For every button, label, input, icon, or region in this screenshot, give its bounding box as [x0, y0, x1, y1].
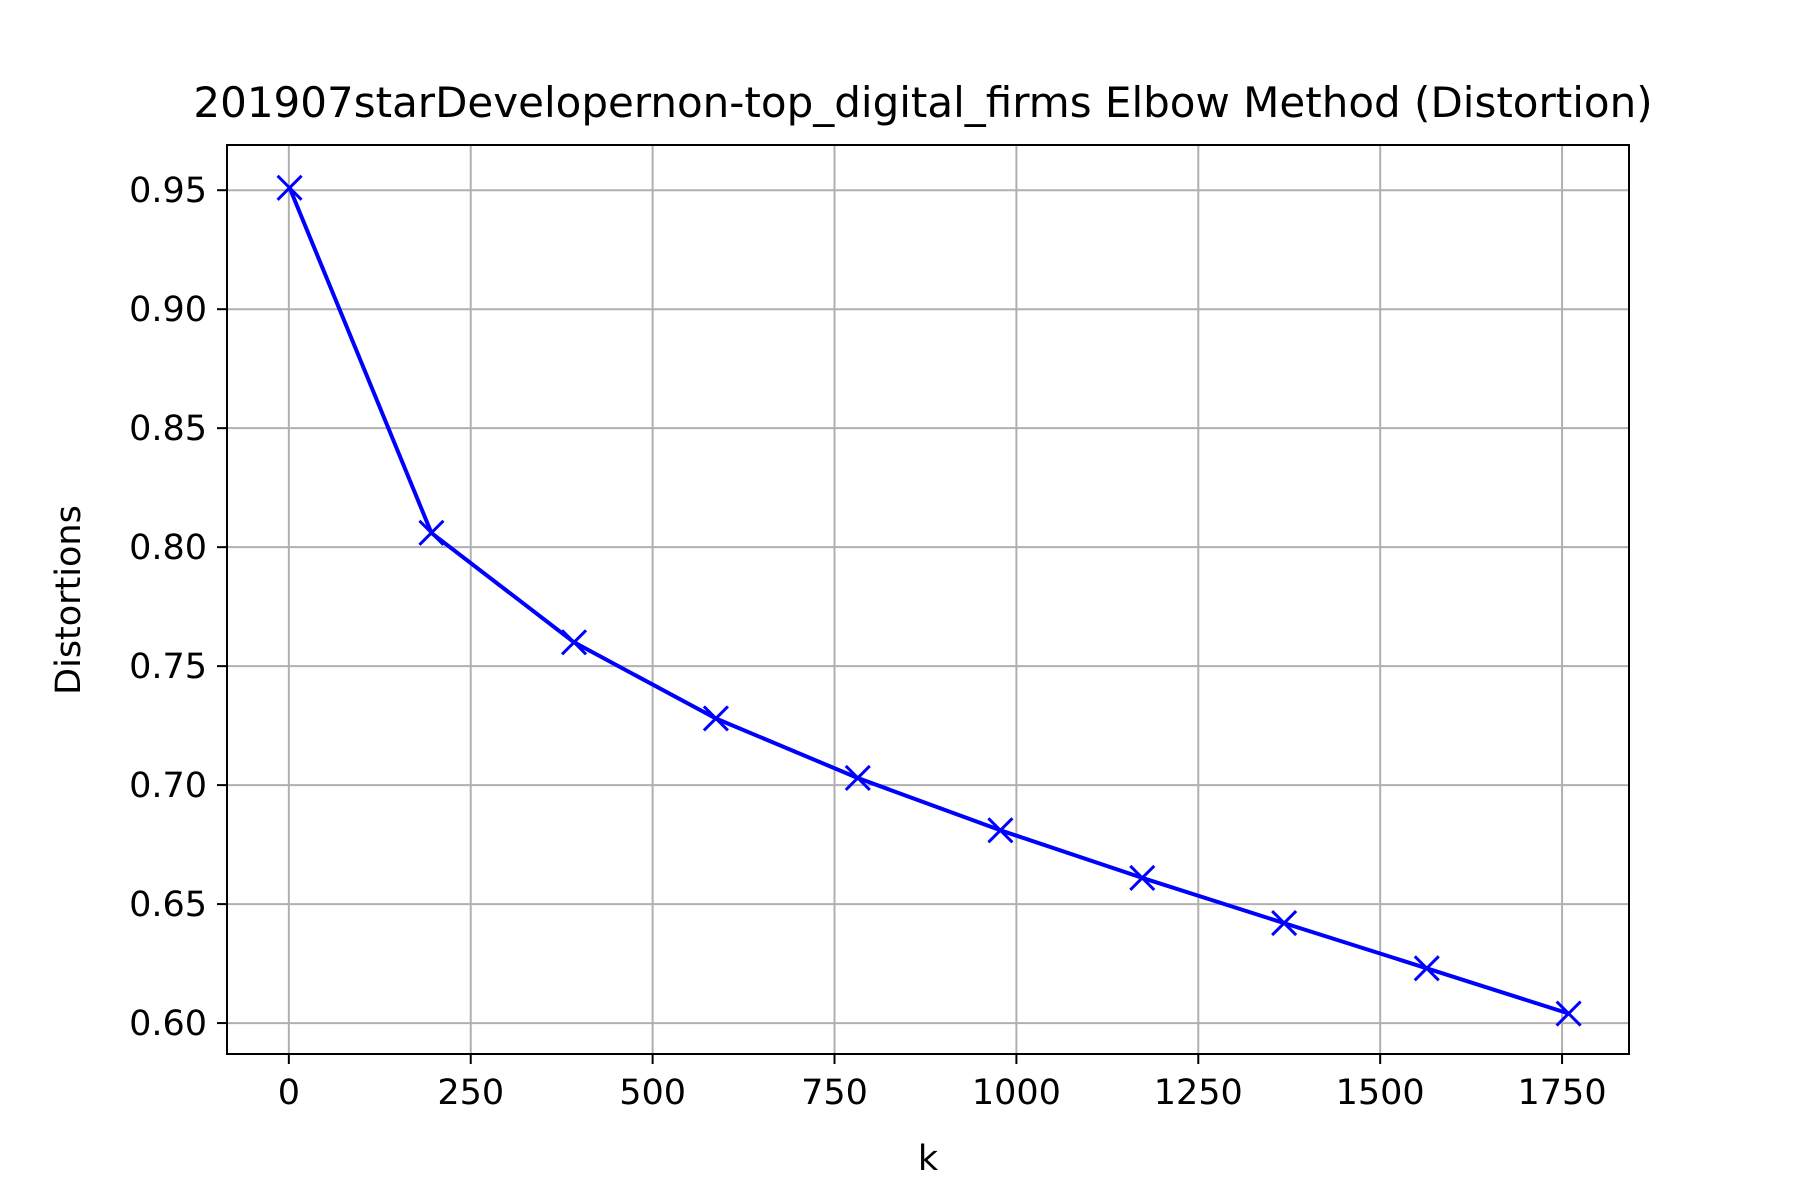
data-point-marker	[702, 705, 729, 732]
y-tick-label: 0.80	[129, 528, 207, 568]
x-tick-label: 1750	[1518, 1073, 1607, 1113]
data-point-marker	[418, 519, 445, 546]
y-axis: 0.60 0.65 0.70 0.75 0.80 0.85 0.90 0.95	[129, 171, 227, 1044]
x-axis: 0 250 500 750 1000 1250 1500 1750	[278, 1054, 1607, 1113]
data-point-marker	[844, 764, 871, 792]
x-tick-label: 0	[278, 1073, 300, 1113]
y-tick-label: 0.95	[129, 171, 207, 211]
data-point-marker	[987, 817, 1014, 844]
grid	[227, 145, 1629, 1054]
y-tick-label: 0.90	[129, 290, 207, 330]
series-line	[287, 187, 1570, 1016]
y-tick-label: 0.75	[129, 647, 207, 687]
data-point-marker	[1129, 864, 1156, 891]
y-tick-label: 0.85	[129, 409, 207, 449]
x-tick-label: 1250	[1154, 1073, 1243, 1113]
chart-title: 201907starDevelopernon-top_digital_firms…	[193, 78, 1652, 127]
y-axis-label: Distortions	[49, 505, 89, 695]
x-axis-label: k	[918, 1139, 939, 1179]
data-point-marker	[276, 174, 303, 201]
data-point-marker	[1413, 955, 1440, 982]
x-tick-label: 1000	[972, 1073, 1061, 1113]
y-tick-label: 0.65	[129, 885, 207, 925]
x-tick-label: 1500	[1336, 1073, 1425, 1113]
data-point-marker	[1555, 1000, 1582, 1027]
y-tick-label: 0.70	[129, 766, 207, 806]
data-point-marker	[560, 629, 588, 656]
plot-area	[227, 145, 1629, 1054]
x-tick-label: 250	[437, 1073, 504, 1113]
y-tick-label: 0.60	[129, 1004, 207, 1044]
x-tick-label: 750	[801, 1073, 868, 1113]
x-tick-label: 500	[619, 1073, 686, 1113]
data-point-marker	[1271, 910, 1298, 937]
series-layer	[276, 174, 1582, 1027]
plot-frame	[226, 144, 1630, 1055]
